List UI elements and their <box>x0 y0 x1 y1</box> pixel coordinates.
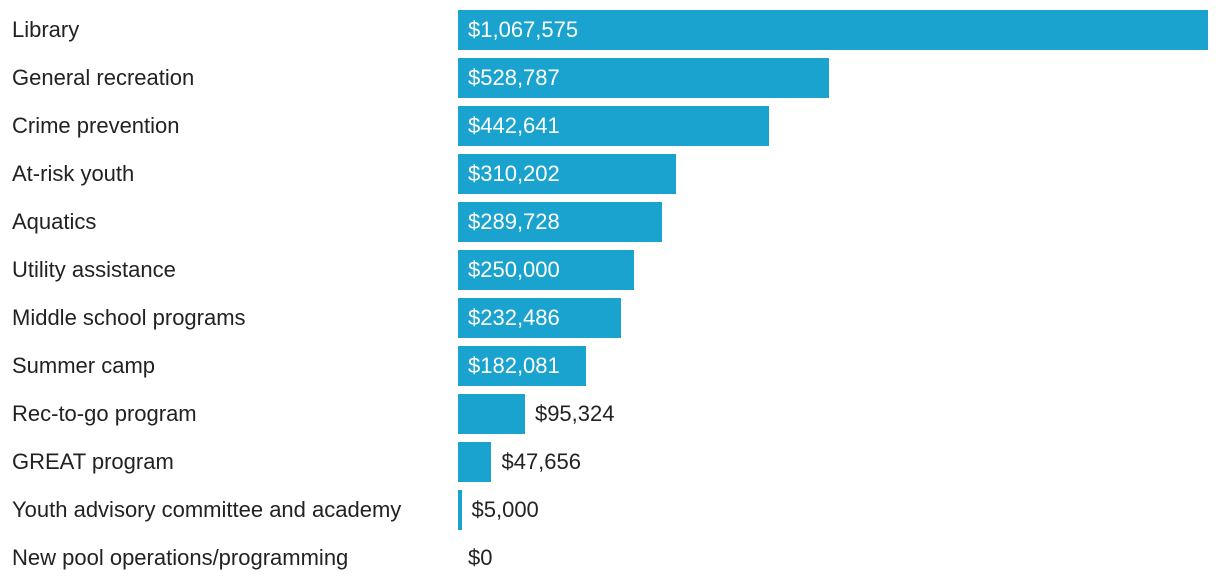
bar <box>458 250 634 290</box>
value-label: $528,787 <box>468 65 560 90</box>
category-label: General recreation <box>12 65 195 90</box>
value-label: $182,081 <box>468 353 560 378</box>
value-label: $250,000 <box>468 257 560 282</box>
bar <box>458 154 676 194</box>
bar <box>458 106 769 146</box>
bar <box>458 394 525 434</box>
bar <box>458 202 662 242</box>
value-label: $0 <box>468 545 493 570</box>
value-label: $47,656 <box>501 449 581 474</box>
bar <box>458 58 830 98</box>
category-label: Summer camp <box>12 353 156 378</box>
category-label: At-risk youth <box>12 161 135 186</box>
bar <box>458 490 462 530</box>
value-label: $95,324 <box>534 401 615 426</box>
category-label: New pool operations/programming <box>12 545 349 570</box>
category-label: GREAT program <box>12 449 174 474</box>
value-label: $232,486 <box>468 305 560 330</box>
value-label: $5,000 <box>471 497 539 522</box>
category-label: Youth advisory committee and academy <box>12 497 402 522</box>
bar <box>458 442 492 482</box>
category-label: Crime prevention <box>12 113 180 138</box>
value-label: $442,641 <box>468 113 560 138</box>
value-label: $310,202 <box>468 161 560 186</box>
category-label: Library <box>12 17 80 42</box>
bar <box>458 10 1208 50</box>
bar <box>458 298 622 338</box>
category-label: Rec-to-go program <box>12 401 197 426</box>
category-label: Middle school programs <box>12 305 246 330</box>
value-label: $289,728 <box>468 209 560 234</box>
category-label: Aquatics <box>12 209 97 234</box>
bar <box>458 346 586 386</box>
value-label: $1,067,575 <box>468 17 579 42</box>
category-label: Utility assistance <box>12 257 176 282</box>
